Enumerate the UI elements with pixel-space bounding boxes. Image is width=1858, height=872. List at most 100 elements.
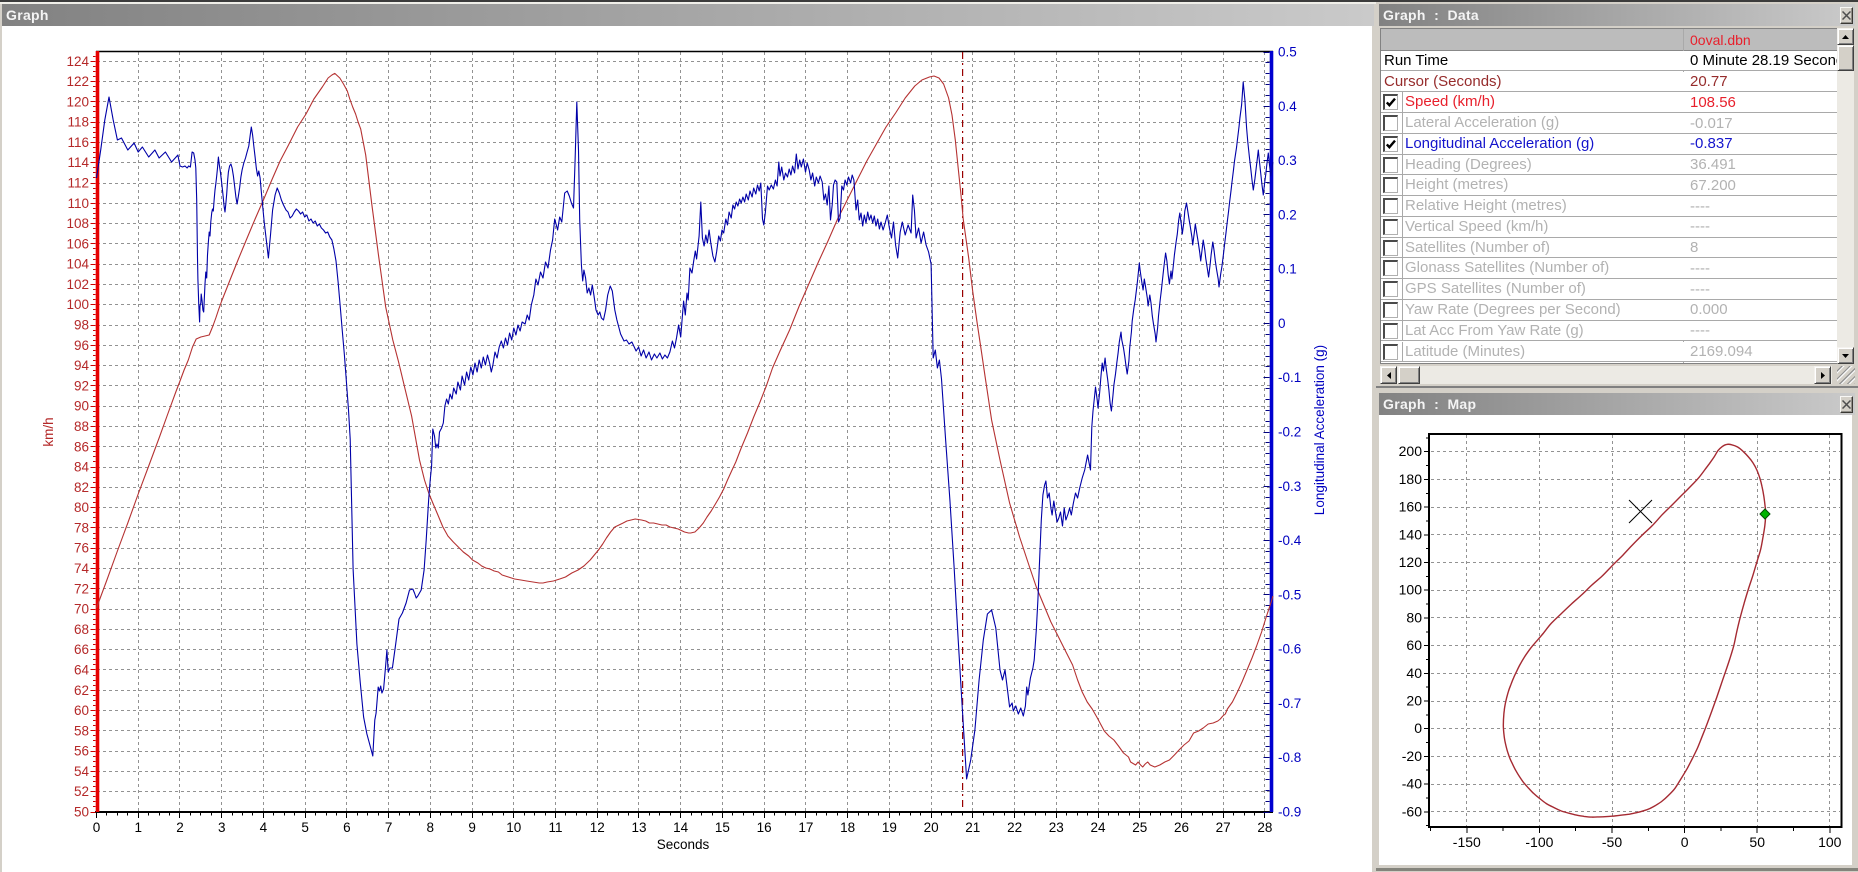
svg-text:0.2: 0.2 — [1278, 207, 1297, 222]
svg-text:22: 22 — [1007, 820, 1022, 835]
svg-text:Longitudinal Acceleration (g): Longitudinal Acceleration (g) — [1312, 345, 1327, 515]
svg-text:km/h: km/h — [41, 417, 56, 446]
svg-text:25: 25 — [1132, 820, 1147, 835]
svg-text:28: 28 — [1257, 820, 1272, 835]
svg-text:124: 124 — [66, 54, 89, 69]
svg-text:17: 17 — [798, 820, 813, 835]
svg-text:66: 66 — [74, 642, 89, 657]
svg-text:11: 11 — [548, 820, 562, 835]
svg-text:80: 80 — [74, 500, 89, 515]
svg-text:120: 120 — [66, 94, 89, 109]
svg-text:1: 1 — [134, 820, 142, 835]
svg-text:106: 106 — [66, 236, 89, 251]
svg-text:-100: -100 — [1525, 834, 1553, 850]
svg-text:60: 60 — [74, 703, 89, 718]
svg-text:8: 8 — [427, 820, 435, 835]
svg-text:100: 100 — [1399, 582, 1423, 598]
svg-text:-0.8: -0.8 — [1278, 750, 1301, 765]
svg-text:0: 0 — [1681, 834, 1689, 850]
svg-text:0: 0 — [1414, 720, 1422, 736]
svg-text:56: 56 — [74, 744, 89, 759]
svg-text:88: 88 — [74, 419, 89, 434]
svg-text:116: 116 — [67, 135, 89, 150]
svg-text:Seconds: Seconds — [657, 837, 710, 852]
svg-text:58: 58 — [74, 723, 89, 738]
svg-text:70: 70 — [74, 602, 89, 617]
svg-text:68: 68 — [74, 622, 89, 637]
svg-text:10: 10 — [506, 820, 521, 835]
svg-text:-40: -40 — [1402, 776, 1422, 792]
svg-text:-20: -20 — [1402, 748, 1422, 764]
svg-text:-0.4: -0.4 — [1278, 533, 1302, 548]
svg-text:-150: -150 — [1453, 834, 1481, 850]
svg-text:-0.7: -0.7 — [1278, 696, 1301, 711]
svg-text:9: 9 — [468, 820, 476, 835]
svg-text:98: 98 — [74, 318, 89, 333]
svg-text:160: 160 — [1399, 499, 1423, 515]
svg-text:0.3: 0.3 — [1278, 153, 1297, 168]
svg-text:100: 100 — [66, 297, 89, 312]
svg-text:80: 80 — [1406, 609, 1422, 625]
svg-text:19: 19 — [882, 820, 897, 835]
svg-text:18: 18 — [840, 820, 855, 835]
svg-text:16: 16 — [757, 820, 772, 835]
svg-text:114: 114 — [67, 155, 89, 170]
svg-text:122: 122 — [66, 74, 89, 89]
svg-text:12: 12 — [590, 820, 605, 835]
svg-text:-0.9: -0.9 — [1278, 805, 1301, 820]
svg-text:5: 5 — [301, 820, 309, 835]
svg-text:-60: -60 — [1402, 803, 1422, 819]
svg-text:118: 118 — [67, 115, 89, 130]
svg-text:14: 14 — [673, 820, 689, 835]
svg-text:21: 21 — [965, 820, 980, 835]
svg-text:27: 27 — [1216, 820, 1231, 835]
svg-text:50: 50 — [1749, 834, 1765, 850]
svg-text:96: 96 — [74, 338, 89, 353]
svg-text:0.4: 0.4 — [1278, 99, 1297, 114]
svg-text:40: 40 — [1406, 665, 1422, 681]
svg-text:78: 78 — [74, 520, 89, 535]
svg-text:23: 23 — [1049, 820, 1064, 835]
svg-text:108: 108 — [66, 216, 89, 231]
svg-text:180: 180 — [1399, 471, 1423, 487]
svg-text:0.5: 0.5 — [1278, 45, 1297, 60]
svg-text:6: 6 — [343, 820, 351, 835]
svg-text:82: 82 — [74, 480, 89, 495]
svg-text:120: 120 — [1399, 554, 1423, 570]
svg-text:110: 110 — [67, 196, 89, 211]
svg-text:-0.6: -0.6 — [1278, 642, 1301, 657]
svg-text:200: 200 — [1399, 443, 1423, 459]
svg-text:94: 94 — [74, 358, 90, 373]
svg-text:90: 90 — [74, 399, 89, 414]
svg-text:-0.2: -0.2 — [1278, 425, 1301, 440]
svg-text:0.1: 0.1 — [1278, 262, 1297, 277]
svg-text:52: 52 — [74, 784, 89, 799]
svg-text:13: 13 — [631, 820, 646, 835]
svg-text:-50: -50 — [1602, 834, 1622, 850]
svg-text:140: 140 — [1399, 526, 1423, 542]
svg-text:84: 84 — [74, 460, 90, 475]
svg-text:92: 92 — [74, 378, 89, 393]
svg-text:102: 102 — [66, 277, 89, 292]
svg-text:26: 26 — [1174, 820, 1189, 835]
svg-text:86: 86 — [74, 439, 89, 454]
svg-text:112: 112 — [67, 176, 89, 191]
svg-text:20: 20 — [1406, 693, 1422, 709]
svg-text:2: 2 — [176, 820, 184, 835]
svg-text:50: 50 — [74, 805, 89, 820]
svg-text:100: 100 — [1818, 834, 1842, 850]
svg-text:20: 20 — [924, 820, 939, 835]
svg-text:104: 104 — [66, 257, 89, 272]
svg-text:4: 4 — [260, 820, 268, 835]
svg-text:64: 64 — [74, 663, 90, 678]
svg-text:-0.1: -0.1 — [1278, 370, 1301, 385]
svg-text:24: 24 — [1090, 820, 1106, 835]
svg-text:7: 7 — [385, 820, 393, 835]
svg-text:72: 72 — [74, 581, 89, 596]
svg-text:0: 0 — [1278, 316, 1286, 331]
svg-text:-0.3: -0.3 — [1278, 479, 1301, 494]
svg-text:60: 60 — [1406, 637, 1422, 653]
svg-text:54: 54 — [74, 764, 90, 779]
svg-text:3: 3 — [218, 820, 226, 835]
svg-text:15: 15 — [715, 820, 730, 835]
